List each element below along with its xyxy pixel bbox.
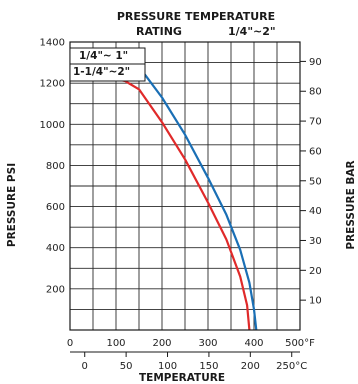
x-axis-title: TEMPERATURE [139, 372, 225, 384]
y-tick-label-bar: 30 [309, 236, 322, 247]
x-tick-label-f: 400 [244, 338, 263, 349]
y-tick-label-bar: 50 [309, 176, 322, 187]
series-line-1 [70, 60, 258, 331]
y-tick-label-psi: 600 [46, 202, 65, 213]
y-tick-label-bar: 60 [309, 146, 322, 157]
x-tick-label-c: 100 [158, 361, 177, 372]
y-tick-label-psi: 1000 [40, 120, 65, 131]
series-layer [70, 60, 258, 331]
x-tick-label-f: 300 [198, 338, 217, 349]
plot-frame-layer [69, 41, 301, 331]
chart-title: PRESSURE TEMPERATURE [117, 10, 275, 23]
y-tick-label-psi: 400 [46, 243, 65, 254]
x-tick-label-f: 200 [152, 338, 171, 349]
y-axis-title-right: PRESSURE BAR [345, 160, 357, 249]
x-tick-label-c: 0 [82, 361, 88, 372]
y-tick-label-bar: 20 [309, 266, 322, 277]
chart-subtitle-left: RATING [136, 25, 182, 38]
x-tick-label-c: 250°C [276, 361, 307, 372]
y-tick-label-bar: 80 [309, 87, 322, 98]
y-tick-label-psi: 1400 [40, 38, 65, 49]
grid-layer [70, 42, 300, 330]
plot-frame [69, 41, 301, 331]
x-tick-label-f: 500°F [285, 338, 315, 349]
legend-entry-series-2: 1-1/4"~2" [73, 66, 130, 78]
y-tick-label-bar: 10 [309, 296, 322, 307]
y-axis-title-left: PRESSURE PSI [6, 163, 18, 247]
tick-label-layer: 2004006008001000120014001020304050607080… [40, 38, 322, 373]
x-tick-label-c: 150 [199, 361, 218, 372]
y-tick-label-bar: 40 [309, 206, 322, 217]
legend: 1/4"~ 1" 1-1/4"~2" [69, 47, 146, 82]
x-tick-label-f: 0 [67, 338, 73, 349]
y-tick-label-bar: 90 [309, 57, 322, 68]
y-tick-label-psi: 1200 [40, 79, 65, 90]
x-tick-label-c: 200 [241, 361, 260, 372]
y-tick-label-psi: 800 [46, 161, 65, 172]
x-tick-label-c: 50 [120, 361, 133, 372]
chart-subtitle-right: 1/4"~2" [228, 25, 276, 38]
x-tick-label-f: 100 [106, 338, 125, 349]
legend-entry-series-1: 1/4"~ 1" [79, 50, 128, 62]
y-tick-label-bar: 70 [309, 117, 322, 128]
y-tick-label-psi: 200 [46, 284, 65, 295]
